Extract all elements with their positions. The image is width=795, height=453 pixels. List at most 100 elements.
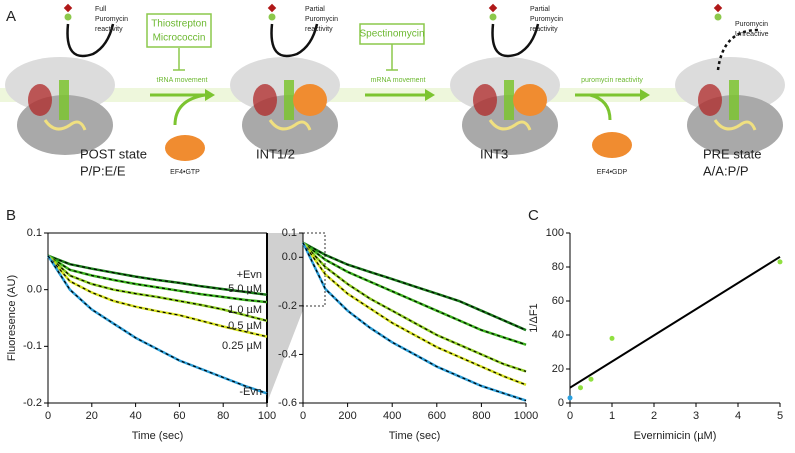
ef4-out <box>589 93 612 121</box>
state: INT3 <box>480 146 508 161</box>
ef4 <box>293 84 327 116</box>
reactivity: Puromycin <box>95 16 128 23</box>
x-tick-label: 0 <box>567 410 573 422</box>
zoom-wedge <box>267 233 303 403</box>
x-axis-label: Evernimicin (µM) <box>634 430 717 442</box>
y-tick-label: 20 <box>552 363 564 375</box>
trna <box>28 84 52 116</box>
annotation: 0.25 µM <box>222 340 262 352</box>
fit-line <box>47 255 268 394</box>
puro <box>64 13 72 21</box>
state: PRE state <box>703 146 762 161</box>
step: mRNA movement <box>371 77 426 84</box>
x-tick-label: 600 <box>428 410 446 422</box>
reactivity: reactivity <box>305 26 333 33</box>
y-tick-label: -0.4 <box>278 348 297 360</box>
mrna <box>268 119 312 131</box>
trna <box>284 80 294 120</box>
reactivity: Partial <box>530 6 550 13</box>
point <box>609 335 615 341</box>
inhibitor: Micrococcin <box>153 33 206 44</box>
fit-line <box>302 242 527 331</box>
point <box>578 385 583 391</box>
reactivity-arrow <box>66 23 115 58</box>
y-axis-label: Fluoresence (AU) <box>6 275 18 361</box>
state: P/P:E/E <box>80 163 126 178</box>
y-tick-label: 0.0 <box>27 284 42 296</box>
x-axis-label: Time (sec) <box>132 430 184 442</box>
puro <box>63 3 73 13</box>
y-axis-label: 1/ΔF1 <box>528 303 540 332</box>
y-tick-label: 0 <box>558 397 564 409</box>
y-tick-label: 60 <box>552 295 564 307</box>
mrna <box>713 119 757 131</box>
reactivity: Full <box>95 6 107 13</box>
puro <box>488 3 498 13</box>
trna <box>504 80 514 120</box>
state: POST state <box>80 146 147 161</box>
fit-line <box>302 242 527 386</box>
trna <box>698 84 722 116</box>
fit-line <box>47 255 268 296</box>
fit-line <box>47 255 268 338</box>
reactivity-arrow <box>491 23 540 58</box>
reactivity: reactivity <box>95 26 123 33</box>
inhibitor-box <box>146 13 212 48</box>
y-tick-label: 0.0 <box>282 251 297 263</box>
ef4-in <box>173 93 206 126</box>
data-line <box>302 241 527 346</box>
reactivity: Partial <box>305 6 325 13</box>
x-tick-label: 4 <box>735 410 741 422</box>
annotation: +Evn <box>237 269 262 281</box>
x-tick-label: 1 <box>609 410 615 422</box>
fit-line <box>302 242 527 402</box>
panel-label: C <box>528 207 539 224</box>
data-line <box>302 241 527 373</box>
y-tick-label: -0.1 <box>23 340 42 352</box>
fit-line <box>47 255 268 322</box>
y-tick-label: 40 <box>552 329 564 341</box>
state: INT1/2 <box>256 146 295 161</box>
puro <box>267 3 277 13</box>
x-axis-label: Time (sec) <box>389 430 441 442</box>
x-tick-label: 20 <box>86 410 98 422</box>
reactivity: reactivity <box>530 26 558 33</box>
step: tRNA movement <box>157 77 208 84</box>
reactivity: Puromycin <box>530 16 563 23</box>
trna <box>59 80 69 120</box>
reactivity: Puromycin <box>305 16 338 23</box>
inhibitor-box <box>359 23 425 45</box>
y-tick-label: -0.2 <box>278 300 297 312</box>
inhibitor: Spectinomycin <box>359 29 424 40</box>
y-tick-label: 100 <box>546 227 564 239</box>
x-tick-label: 400 <box>383 410 401 422</box>
ef4 <box>165 135 205 161</box>
panel-label: B <box>6 207 16 224</box>
trna <box>473 84 497 116</box>
x-tick-label: 100 <box>258 410 276 422</box>
factor: EF4•GDP <box>597 169 628 176</box>
mrna <box>43 119 87 131</box>
x-tick-label: 5 <box>777 410 783 422</box>
y-tick-label: -0.2 <box>23 397 42 409</box>
x-tick-label: 0 <box>45 410 51 422</box>
annotation: 5.0 µM <box>228 283 262 295</box>
x-tick-label: 80 <box>217 410 229 422</box>
puro <box>268 13 276 21</box>
puro <box>714 13 722 21</box>
trna <box>253 84 277 116</box>
puro <box>713 3 723 13</box>
data-line <box>301 241 527 386</box>
reactivity-arrow <box>716 28 759 71</box>
annotation: -Evn <box>239 386 262 398</box>
mrna <box>488 119 532 131</box>
step-arrow <box>205 89 215 101</box>
x-tick-label: 40 <box>129 410 141 422</box>
y-tick-label: -0.6 <box>278 397 297 409</box>
fit-line <box>302 242 527 372</box>
panel-label: A <box>6 8 16 25</box>
y-tick-label: 0.1 <box>27 227 42 239</box>
diagram-art <box>0 3 785 161</box>
